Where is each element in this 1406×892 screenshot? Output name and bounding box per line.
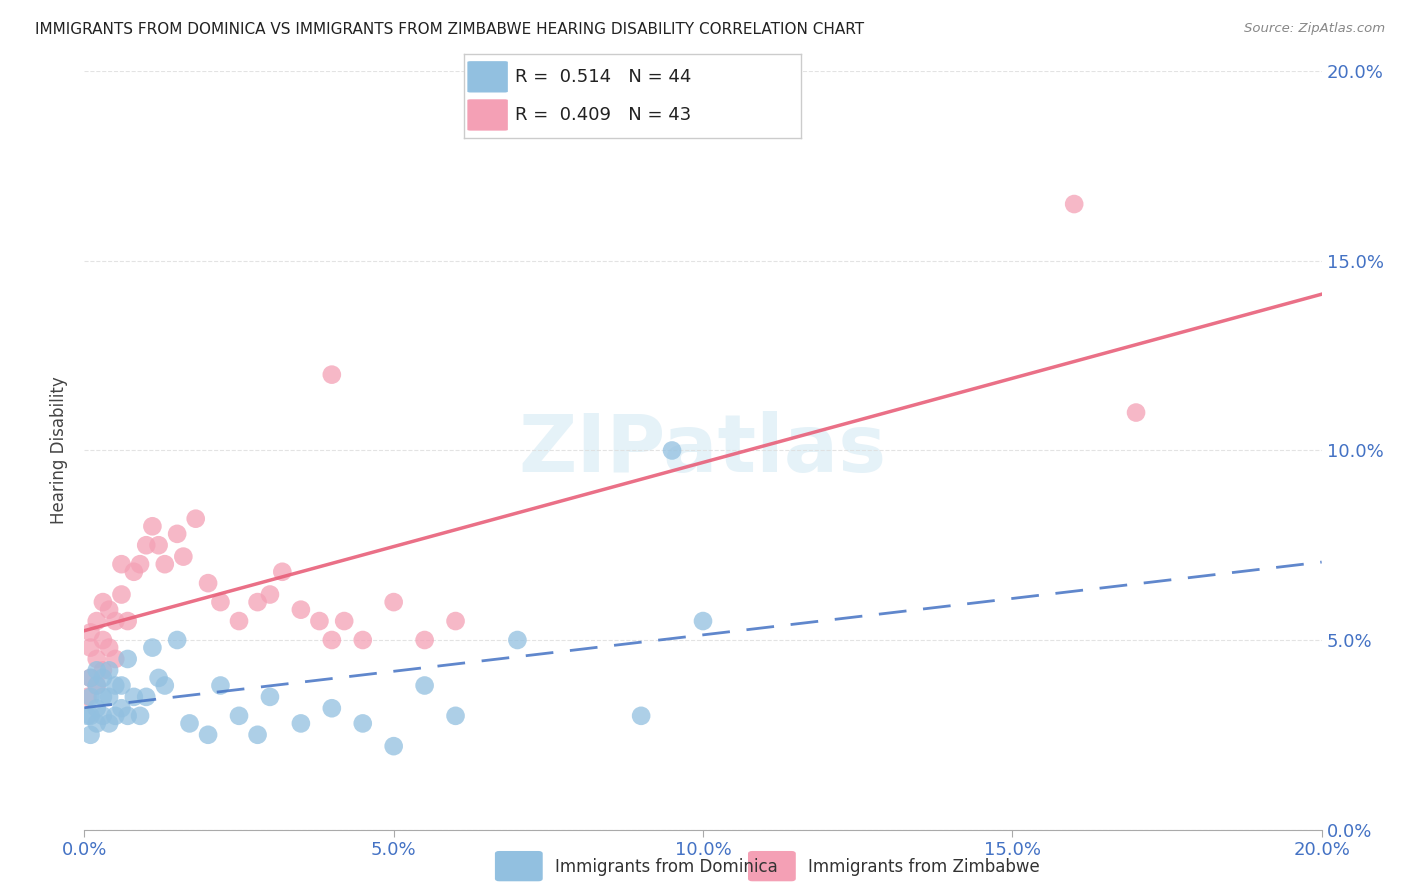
FancyBboxPatch shape	[467, 62, 508, 93]
Point	[86, 652, 108, 666]
Point	[110, 679, 132, 693]
Point	[79, 671, 101, 685]
Point	[98, 664, 121, 678]
Y-axis label: Hearing Disability: Hearing Disability	[51, 376, 69, 524]
Point	[86, 679, 108, 693]
Point	[141, 640, 163, 655]
Point	[506, 633, 529, 648]
Point	[117, 614, 139, 628]
Point	[117, 652, 139, 666]
Point	[91, 671, 114, 685]
Point	[91, 708, 114, 723]
Point	[98, 690, 121, 704]
Point	[79, 625, 101, 640]
Point	[104, 614, 127, 628]
Point	[413, 633, 436, 648]
Text: ZIPatlas: ZIPatlas	[519, 411, 887, 490]
Point	[166, 633, 188, 648]
Point	[321, 633, 343, 648]
Point	[79, 728, 101, 742]
Point	[98, 716, 121, 731]
Point	[86, 614, 108, 628]
Point	[122, 690, 145, 704]
Point	[141, 519, 163, 533]
Point	[148, 671, 170, 685]
Point	[79, 708, 101, 723]
Point	[86, 716, 108, 731]
Text: R =  0.409   N = 43: R = 0.409 N = 43	[515, 106, 690, 124]
Point	[259, 690, 281, 704]
Point	[333, 614, 356, 628]
Point	[148, 538, 170, 552]
Point	[172, 549, 194, 564]
Point	[246, 728, 269, 742]
Point	[444, 708, 467, 723]
Point	[321, 701, 343, 715]
Point	[228, 708, 250, 723]
Point	[86, 664, 108, 678]
Point	[129, 708, 152, 723]
FancyBboxPatch shape	[467, 99, 508, 130]
Point	[444, 614, 467, 628]
Point	[98, 640, 121, 655]
Point	[1063, 197, 1085, 211]
Point	[91, 664, 114, 678]
Point	[259, 588, 281, 602]
Point	[79, 690, 101, 704]
Point	[153, 557, 176, 572]
Point	[290, 603, 312, 617]
Point	[104, 708, 127, 723]
Point	[352, 633, 374, 648]
Point	[197, 576, 219, 591]
Point	[86, 701, 108, 715]
Text: Source: ZipAtlas.com: Source: ZipAtlas.com	[1244, 22, 1385, 36]
Point	[271, 565, 294, 579]
Point	[661, 443, 683, 458]
Point	[110, 701, 132, 715]
Point	[184, 512, 207, 526]
Point	[79, 640, 101, 655]
Point	[382, 739, 405, 753]
Text: IMMIGRANTS FROM DOMINICA VS IMMIGRANTS FROM ZIMBABWE HEARING DISABILITY CORRELAT: IMMIGRANTS FROM DOMINICA VS IMMIGRANTS F…	[35, 22, 865, 37]
Point	[197, 728, 219, 742]
Point	[153, 679, 176, 693]
Point	[228, 614, 250, 628]
Point	[117, 708, 139, 723]
Text: Immigrants from Zimbabwe: Immigrants from Zimbabwe	[808, 858, 1040, 876]
Point	[209, 595, 232, 609]
Point	[110, 588, 132, 602]
Point	[290, 716, 312, 731]
Point	[79, 671, 101, 685]
Point	[135, 690, 157, 704]
Point	[209, 679, 232, 693]
Point	[1125, 406, 1147, 420]
Point	[692, 614, 714, 628]
Point	[630, 708, 652, 723]
Point	[110, 557, 132, 572]
Point	[135, 538, 157, 552]
Point	[382, 595, 405, 609]
Point	[91, 595, 114, 609]
Point	[91, 633, 114, 648]
Point	[86, 679, 108, 693]
Text: Immigrants from Dominica: Immigrants from Dominica	[555, 858, 778, 876]
Text: R =  0.514   N = 44: R = 0.514 N = 44	[515, 68, 690, 86]
Point	[352, 716, 374, 731]
Point	[179, 716, 201, 731]
Point	[104, 652, 127, 666]
Point	[76, 708, 98, 723]
Point	[122, 565, 145, 579]
Point	[321, 368, 343, 382]
Point	[91, 690, 114, 704]
Point	[413, 679, 436, 693]
Point	[104, 679, 127, 693]
Point	[76, 690, 98, 704]
Point	[308, 614, 330, 628]
Point	[246, 595, 269, 609]
Point	[98, 603, 121, 617]
Point	[166, 526, 188, 541]
Point	[129, 557, 152, 572]
